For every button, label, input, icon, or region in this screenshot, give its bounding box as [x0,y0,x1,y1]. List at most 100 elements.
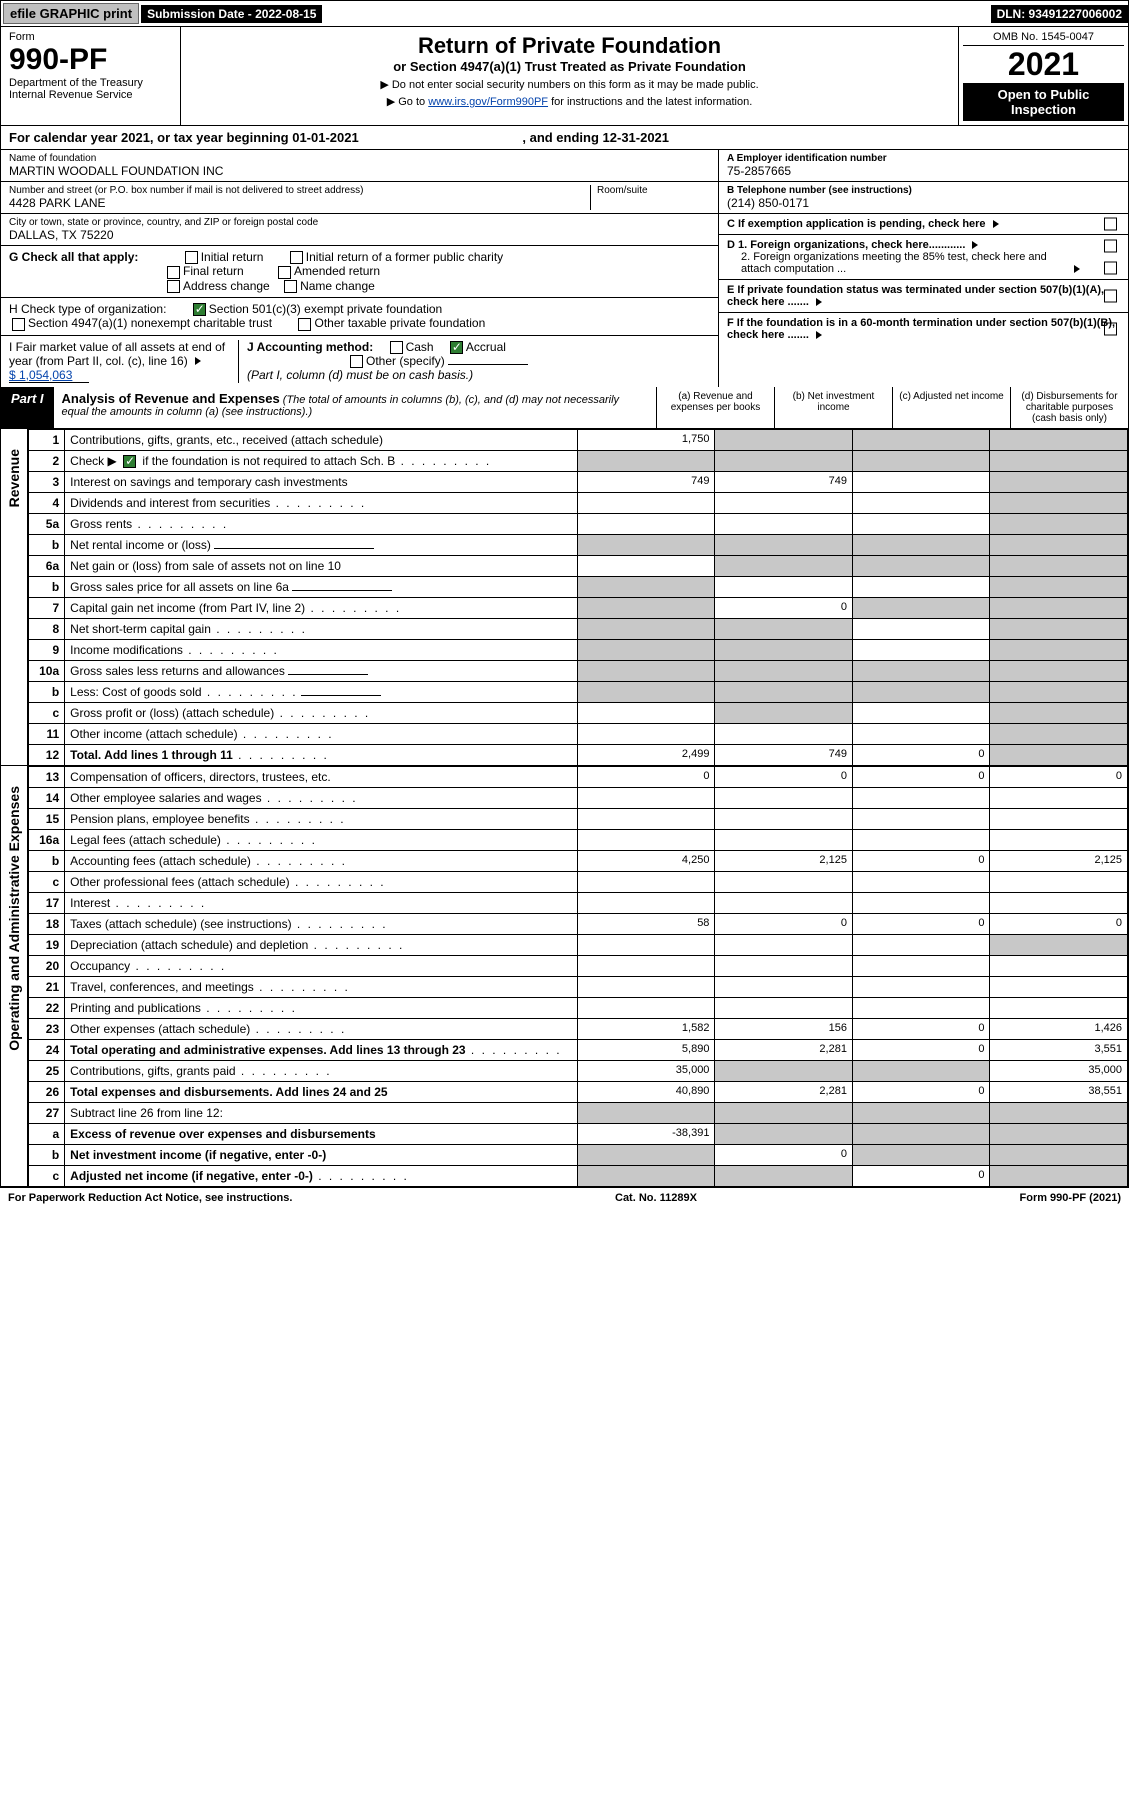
note-ssn: ▶ Do not enter social security numbers o… [187,78,952,91]
room-label: Room/suite [597,185,710,196]
table-row: 25Contributions, gifts, grants paid35,00… [29,1060,1128,1081]
form-header: Form 990-PF Department of the Treasury I… [0,27,1129,126]
page-footer: For Paperwork Reduction Act Notice, see … [0,1187,1129,1208]
cb-4947[interactable] [12,318,25,331]
cb-schb[interactable] [123,455,136,468]
table-row: cGross profit or (loss) (attach schedule… [29,702,1128,723]
table-row: 20Occupancy [29,955,1128,976]
addr-label: Number and street (or P.O. box number if… [9,185,590,196]
cb-final[interactable] [167,266,180,279]
cb-terminated[interactable] [1104,290,1117,303]
street-address: 4428 PARK LANE [9,196,590,210]
table-row: 12Total. Add lines 1 through 112,4997490 [29,744,1128,765]
cb-amended[interactable] [278,266,291,279]
form-label: Form [9,31,172,43]
table-row: 22Printing and publications [29,997,1128,1018]
table-row: 19Depreciation (attach schedule) and dep… [29,934,1128,955]
part1-title: Analysis of Revenue and Expenses [62,391,280,406]
footer-left: For Paperwork Reduction Act Notice, see … [8,1192,292,1204]
table-row: 3Interest on savings and temporary cash … [29,471,1128,492]
entity-info: Name of foundation MARTIN WOODALL FOUNDA… [0,150,1129,387]
table-row: 27Subtract line 26 from line 12: [29,1102,1128,1123]
table-row: 10aGross sales less returns and allowanc… [29,660,1128,681]
table-row: bNet investment income (if negative, ent… [29,1144,1128,1165]
table-row: 7Capital gain net income (from Part IV, … [29,597,1128,618]
calendar-year: For calendar year 2021, or tax year begi… [0,126,1129,150]
table-row: aExcess of revenue over expenses and dis… [29,1123,1128,1144]
tel-value: (214) 850-0171 [727,196,1120,210]
footer-mid: Cat. No. 11289X [615,1192,697,1204]
note-link: ▶ Go to www.irs.gov/Form990PF for instru… [187,95,952,108]
cb-name[interactable] [284,280,297,293]
city-label: City or town, state or province, country… [9,217,710,228]
table-row: 13Compensation of officers, directors, t… [29,766,1128,787]
cb-initial-former[interactable] [290,251,303,264]
table-row: bNet rental income or (loss) [29,534,1128,555]
fmv-value: $ 1,054,063 [9,368,89,383]
table-row: 1Contributions, gifts, grants, etc., rec… [29,429,1128,450]
cb-exemption[interactable] [1104,218,1117,231]
submission-date: Submission Date - 2022-08-15 [141,5,322,23]
table-row: 21Travel, conferences, and meetings [29,976,1128,997]
table-row: 18Taxes (attach schedule) (see instructi… [29,913,1128,934]
section-e: E If private foundation status was termi… [719,280,1128,313]
cb-initial[interactable] [185,251,198,264]
efile-button[interactable]: efile GRAPHIC print [3,3,139,24]
footer-right: Form 990-PF (2021) [1020,1192,1121,1204]
section-h: H Check type of organization: Section 50… [1,298,718,336]
expenses-section: Operating and Administrative Expenses 13… [0,766,1129,1187]
dln: DLN: 93491227006002 [991,5,1128,23]
cb-60month[interactable] [1104,323,1117,336]
table-row: 8Net short-term capital gain [29,618,1128,639]
open-public: Open to Public Inspection [963,83,1124,121]
irs-link[interactable]: www.irs.gov/Form990PF [428,96,548,108]
table-row: 9Income modifications [29,639,1128,660]
table-row: bGross sales price for all assets on lin… [29,576,1128,597]
cb-other-taxable[interactable] [298,318,311,331]
name-label: Name of foundation [9,153,710,164]
table-row: 17Interest [29,892,1128,913]
section-f: F If the foundation is in a 60-month ter… [719,313,1128,345]
arrow-icon [195,357,201,365]
tel-label: B Telephone number (see instructions) [727,185,1120,196]
table-row: 4Dividends and interest from securities [29,492,1128,513]
expenses-table: 13Compensation of officers, directors, t… [28,766,1128,1187]
irs: Internal Revenue Service [9,89,172,101]
cb-foreign[interactable] [1104,240,1117,253]
table-row: 6aNet gain or (loss) from sale of assets… [29,555,1128,576]
tax-year: 2021 [963,46,1124,83]
table-row: 5aGross rents [29,513,1128,534]
section-c: C If exemption application is pending, c… [719,214,1128,235]
col-c: (c) Adjusted net income [892,387,1010,428]
col-d: (d) Disbursements for charitable purpose… [1010,387,1128,428]
cb-accrual[interactable] [450,341,463,354]
foundation-name: MARTIN WOODALL FOUNDATION INC [9,164,710,178]
part1-header: Part I Analysis of Revenue and Expenses … [0,387,1129,429]
cb-address[interactable] [167,280,180,293]
part1-tab: Part I [1,387,54,428]
omb-number: OMB No. 1545-0047 [963,31,1124,46]
section-d: D 1. Foreign organizations, check here..… [719,235,1128,280]
cash-basis-note: (Part I, column (d) must be on cash basi… [247,368,473,382]
table-row: 15Pension plans, employee benefits [29,808,1128,829]
table-row: 23Other expenses (attach schedule)1,5821… [29,1018,1128,1039]
table-row: bLess: Cost of goods sold [29,681,1128,702]
fmv-label: I Fair market value of all assets at end… [9,340,225,368]
table-row: cOther professional fees (attach schedul… [29,871,1128,892]
dept: Department of the Treasury [9,77,172,89]
cb-other-method[interactable] [350,355,363,368]
ein-label: A Employer identification number [727,153,1120,164]
ein-value: 75-2857665 [727,164,1120,178]
form-number: 990-PF [9,43,172,77]
table-row: 14Other employee salaries and wages [29,787,1128,808]
table-row: 26Total expenses and disbursements. Add … [29,1081,1128,1102]
revenue-section: Revenue 1Contributions, gifts, grants, e… [0,429,1129,766]
cb-cash[interactable] [390,341,403,354]
col-a: (a) Revenue and expenses per books [656,387,774,428]
cb-501c3[interactable] [193,303,206,316]
section-g: G Check all that apply: Initial return I… [1,246,718,298]
table-row: 24Total operating and administrative exp… [29,1039,1128,1060]
table-row: 11Other income (attach schedule) [29,723,1128,744]
cb-foreign85[interactable] [1104,262,1117,275]
section-ij: I Fair market value of all assets at end… [1,336,718,387]
